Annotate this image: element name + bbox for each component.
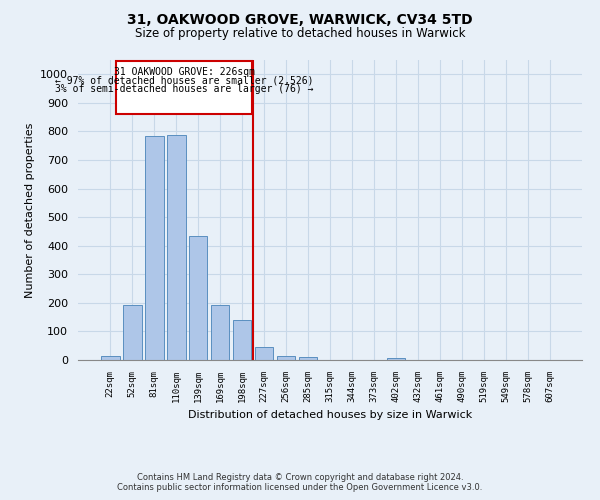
Bar: [189, 236, 208, 360]
Y-axis label: Number of detached properties: Number of detached properties: [25, 122, 35, 298]
X-axis label: Distribution of detached houses by size in Warwick: Distribution of detached houses by size …: [188, 410, 472, 420]
Bar: [277, 356, 295, 360]
Bar: [233, 320, 251, 360]
Text: 31, OAKWOOD GROVE, WARWICK, CV34 5TD: 31, OAKWOOD GROVE, WARWICK, CV34 5TD: [127, 12, 473, 26]
Text: 31 OAKWOOD GROVE: 226sqm: 31 OAKWOOD GROVE: 226sqm: [113, 66, 254, 76]
Bar: [386, 358, 405, 360]
Text: Size of property relative to detached houses in Warwick: Size of property relative to detached ho…: [135, 28, 465, 40]
Text: Contains HM Land Registry data © Crown copyright and database right 2024.
Contai: Contains HM Land Registry data © Crown c…: [118, 473, 482, 492]
Bar: [211, 305, 229, 360]
Bar: [145, 136, 164, 360]
Bar: [123, 305, 142, 360]
FancyBboxPatch shape: [116, 62, 252, 114]
Bar: [299, 357, 317, 360]
Text: ← 97% of detached houses are smaller (2,526): ← 97% of detached houses are smaller (2,…: [55, 76, 313, 86]
Bar: [255, 346, 274, 360]
Bar: [101, 356, 119, 360]
Text: 3% of semi-detached houses are larger (76) →: 3% of semi-detached houses are larger (7…: [55, 84, 313, 94]
Bar: [167, 135, 185, 360]
